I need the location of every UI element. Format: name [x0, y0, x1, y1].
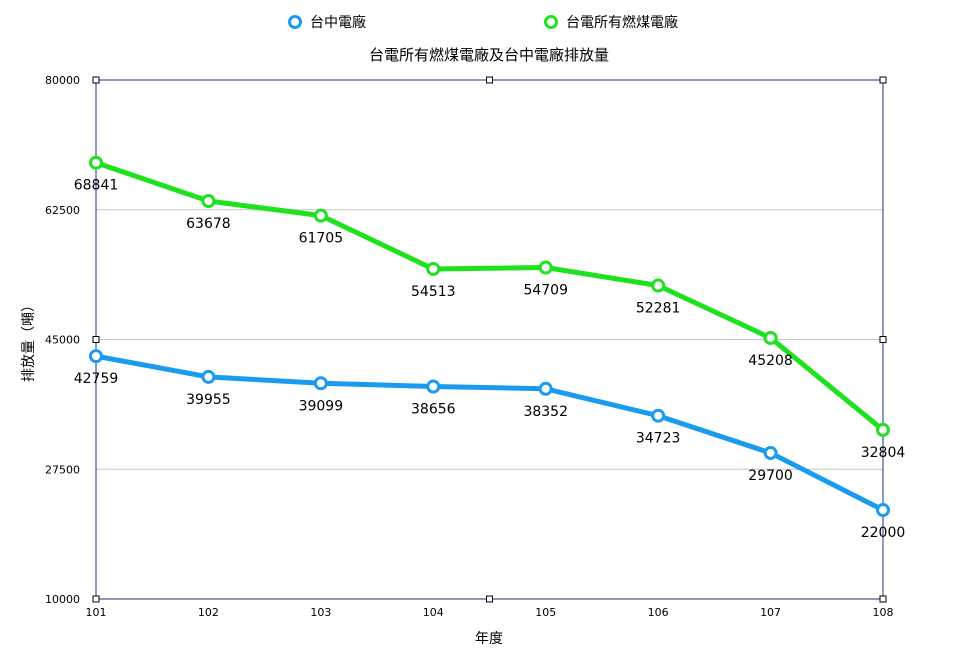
- data-point: [89, 349, 103, 364]
- resize-handle[interactable]: [879, 336, 887, 343]
- data-point: [313, 208, 328, 223]
- y-tick-label: 27500: [45, 463, 80, 476]
- x-tick-label: 108: [873, 606, 894, 619]
- x-tick-label: 102: [198, 606, 219, 619]
- data-point: [651, 408, 666, 423]
- data-point: [876, 503, 890, 518]
- data-point: [538, 381, 553, 396]
- data-label: 52281: [636, 301, 681, 317]
- data-label: 54513: [411, 284, 456, 300]
- data-label: 61705: [299, 231, 344, 247]
- data-label: 38352: [523, 404, 568, 420]
- data-label: 38656: [411, 402, 456, 418]
- data-label: 54709: [523, 283, 568, 299]
- resize-handle[interactable]: [92, 76, 100, 84]
- data-label: 32804: [861, 445, 906, 461]
- x-tick-label: 105: [535, 606, 556, 619]
- legend-label-taichung: 台中電廠: [310, 15, 366, 31]
- data-point: [426, 379, 441, 394]
- data-point: [538, 260, 553, 275]
- y-tick-label: 62500: [45, 204, 80, 217]
- data-label: 39099: [299, 398, 344, 414]
- data-point: [651, 278, 666, 293]
- x-tick-label: 104: [423, 606, 444, 619]
- legend-item-taichung[interactable]: 台中電廠: [288, 12, 366, 32]
- data-point: [876, 422, 890, 437]
- data-point: [763, 445, 778, 460]
- y-tick-label: 45000: [45, 334, 80, 347]
- x-tick-label: 106: [648, 606, 669, 619]
- data-label: 68841: [74, 178, 119, 194]
- legend: 台中電廠 台電所有燃煤電廠: [0, 12, 978, 36]
- legend-label-all-coal: 台電所有燃煤電廠: [566, 15, 678, 31]
- resize-handle[interactable]: [92, 336, 100, 343]
- x-tick-label: 103: [310, 606, 331, 619]
- legend-marker-taichung: [288, 15, 302, 29]
- y-tick-label: 10000: [45, 593, 80, 606]
- data-point: [426, 261, 441, 276]
- x-axis-label: 年度: [475, 631, 503, 647]
- resize-handle[interactable]: [879, 76, 887, 84]
- data-point: [763, 330, 778, 345]
- data-point: [89, 155, 103, 170]
- y-tick-label: 80000: [45, 74, 80, 87]
- data-label: 63678: [186, 216, 231, 232]
- legend-item-all-coal[interactable]: 台電所有燃煤電廠: [544, 12, 678, 32]
- data-label: 42759: [74, 371, 119, 387]
- resize-handle[interactable]: [92, 595, 100, 603]
- x-tick-label: 101: [86, 606, 107, 619]
- data-label: 39955: [186, 392, 231, 408]
- data-label: 45208: [748, 353, 793, 369]
- chart-title: 台電所有燃煤電廠及台中電廠排放量: [368, 46, 609, 64]
- legend-marker-all-coal: [544, 15, 558, 29]
- data-point: [313, 376, 328, 391]
- series-line: [93, 160, 886, 433]
- x-tick-label: 107: [760, 606, 781, 619]
- data-point: [201, 369, 216, 384]
- data-label: 34723: [636, 431, 681, 447]
- data-label: 22000: [861, 525, 906, 541]
- series-line: [93, 353, 886, 513]
- data-point: [201, 194, 216, 209]
- data-label: 29700: [748, 468, 793, 484]
- resize-handle[interactable]: [486, 76, 493, 84]
- resize-handle[interactable]: [879, 595, 887, 603]
- resize-handle[interactable]: [486, 595, 493, 603]
